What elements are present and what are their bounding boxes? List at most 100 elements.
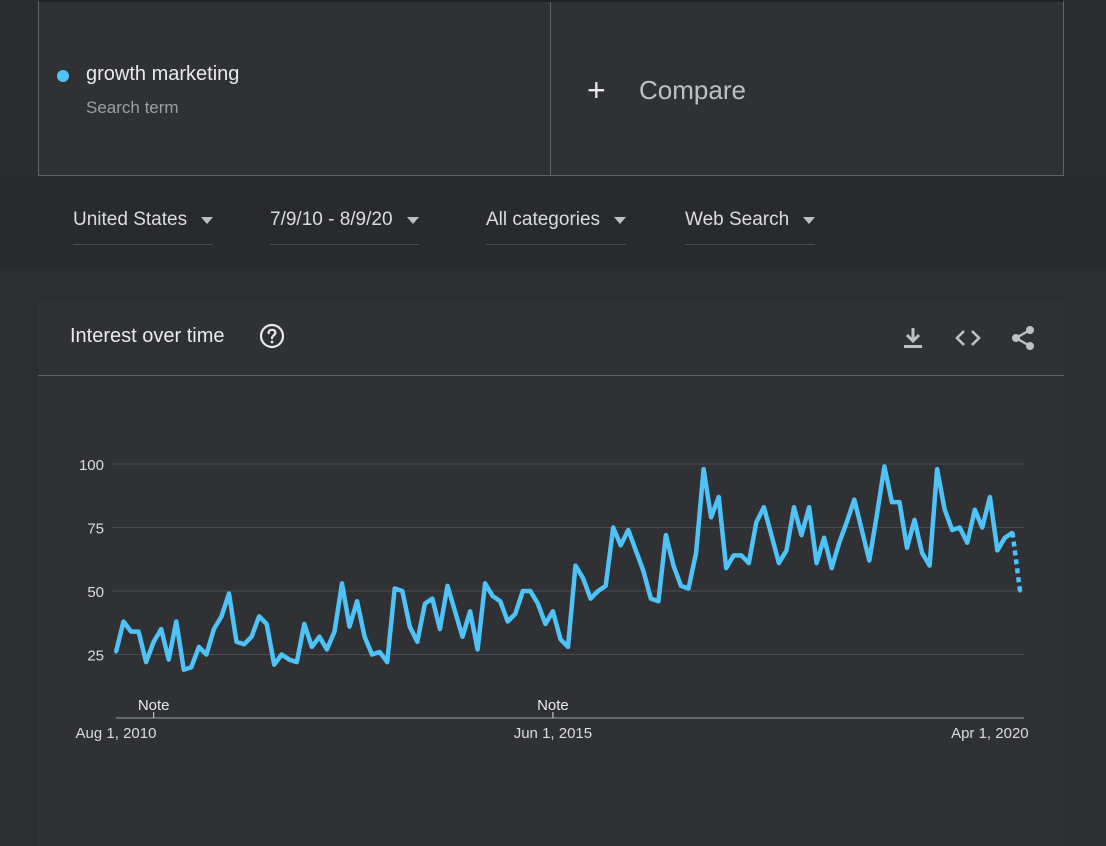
- data-point[interactable]: [1003, 536, 1007, 540]
- data-point[interactable]: [581, 576, 585, 580]
- data-point[interactable]: [378, 650, 382, 654]
- data-point[interactable]: [325, 647, 329, 651]
- data-point[interactable]: [468, 609, 472, 613]
- data-point[interactable]: [822, 536, 826, 540]
- data-point[interactable]: [702, 467, 706, 471]
- data-point[interactable]: [272, 663, 276, 667]
- data-point[interactable]: [958, 525, 962, 530]
- data-point[interactable]: [152, 640, 156, 644]
- data-point[interactable]: [626, 528, 630, 532]
- data-point[interactable]: [912, 518, 917, 522]
- data-point[interactable]: [483, 581, 487, 585]
- data-point[interactable]: [174, 619, 178, 624]
- data-point[interactable]: [265, 622, 269, 626]
- data-point[interactable]: [543, 622, 547, 626]
- data-point[interactable]: [159, 627, 163, 631]
- data-point[interactable]: [837, 541, 841, 545]
- data-point[interactable]: [566, 645, 570, 649]
- data-point[interactable]: [551, 609, 555, 613]
- data-point[interactable]: [280, 652, 284, 657]
- data-point[interactable]: [197, 645, 201, 649]
- note-label[interactable]: Note: [138, 697, 170, 714]
- data-point[interactable]: [1018, 589, 1022, 593]
- data-point[interactable]: [310, 645, 314, 649]
- data-point[interactable]: [807, 505, 811, 509]
- help-icon[interactable]: [259, 323, 285, 349]
- data-point[interactable]: [476, 647, 480, 651]
- data-point[interactable]: [430, 597, 434, 601]
- data-point[interactable]: [995, 548, 1000, 552]
- data-point[interactable]: [370, 652, 374, 657]
- data-point[interactable]: [784, 548, 789, 552]
- data-point[interactable]: [619, 543, 623, 547]
- data-point[interactable]: [950, 528, 954, 532]
- data-point[interactable]: [445, 584, 450, 588]
- data-point[interactable]: [830, 566, 834, 570]
- data-point[interactable]: [694, 551, 698, 555]
- data-point[interactable]: [385, 660, 389, 664]
- data-point[interactable]: [129, 630, 133, 634]
- data-point[interactable]: [671, 564, 676, 568]
- search-term-name[interactable]: growth marketing: [86, 63, 240, 85]
- data-point[interactable]: [212, 627, 216, 631]
- data-point[interactable]: [400, 589, 404, 593]
- data-point[interactable]: [144, 660, 148, 664]
- data-point[interactable]: [897, 500, 902, 504]
- data-point[interactable]: [114, 650, 118, 654]
- data-point[interactable]: [754, 520, 758, 524]
- data-point[interactable]: [641, 569, 645, 573]
- data-point[interactable]: [204, 652, 208, 657]
- data-point[interactable]: [393, 586, 397, 591]
- data-point[interactable]: [121, 619, 126, 624]
- data-point[interactable]: [460, 635, 465, 639]
- data-point[interactable]: [792, 505, 796, 509]
- data-point[interactable]: [845, 520, 849, 524]
- data-point[interactable]: [423, 602, 427, 606]
- category-filter[interactable]: All categories: [486, 208, 627, 245]
- data-point[interactable]: [867, 558, 871, 563]
- data-point[interactable]: [332, 630, 337, 634]
- data-point[interactable]: [965, 541, 969, 545]
- data-point[interactable]: [227, 591, 231, 596]
- data-point[interactable]: [611, 525, 615, 530]
- data-point[interactable]: [408, 625, 412, 629]
- data-point[interactable]: [347, 625, 352, 629]
- region-filter[interactable]: United States: [73, 208, 214, 245]
- data-point[interactable]: [980, 525, 984, 530]
- data-point[interactable]: [709, 515, 713, 519]
- compare-button[interactable]: + Compare: [587, 74, 746, 106]
- data-point[interactable]: [415, 640, 419, 644]
- search-type-filter[interactable]: Web Search: [685, 208, 816, 245]
- data-point[interactable]: [739, 553, 743, 557]
- data-point[interactable]: [762, 505, 766, 509]
- data-point[interactable]: [257, 614, 261, 618]
- data-point[interactable]: [536, 602, 540, 606]
- data-point[interactable]: [182, 668, 186, 672]
- data-point[interactable]: [513, 612, 517, 616]
- data-point[interactable]: [137, 630, 141, 634]
- share-icon[interactable]: [1008, 323, 1038, 353]
- data-point[interactable]: [558, 637, 563, 641]
- data-point[interactable]: [656, 599, 661, 603]
- data-point[interactable]: [928, 564, 932, 568]
- data-point[interactable]: [852, 498, 856, 502]
- data-point[interactable]: [453, 609, 457, 613]
- data-point[interactable]: [355, 599, 359, 603]
- data-point[interactable]: [1010, 531, 1015, 535]
- data-point[interactable]: [732, 553, 736, 557]
- data-point[interactable]: [295, 660, 299, 664]
- data-point[interactable]: [935, 467, 939, 471]
- data-point[interactable]: [634, 548, 638, 552]
- data-point[interactable]: [340, 581, 344, 585]
- data-point[interactable]: [905, 546, 909, 550]
- data-point[interactable]: [317, 635, 321, 639]
- data-point[interactable]: [189, 665, 193, 669]
- data-point[interactable]: [815, 561, 819, 565]
- data-point[interactable]: [943, 508, 947, 512]
- data-point[interactable]: [528, 589, 532, 593]
- data-point[interactable]: [679, 584, 683, 588]
- data-point[interactable]: [988, 495, 992, 499]
- data-point[interactable]: [920, 551, 924, 555]
- data-point[interactable]: [363, 635, 367, 639]
- download-icon[interactable]: [898, 323, 928, 353]
